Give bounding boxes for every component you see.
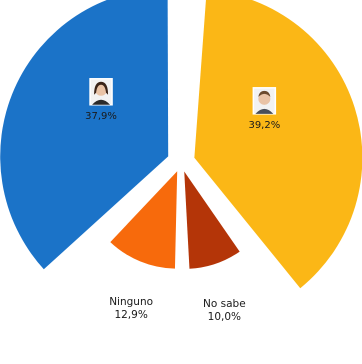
slice-category-label: Ninguno	[109, 296, 153, 308]
slice-value-label: 10,0%	[208, 311, 241, 323]
pie-slice-2	[110, 171, 178, 269]
slice-value-label: 12,9%	[114, 309, 147, 321]
candidate-portraits	[89, 78, 277, 115]
pie-slice-4	[194, 0, 362, 289]
man-portrait-icon	[252, 87, 277, 115]
slice-value-label: 37,9%	[85, 111, 117, 122]
pie-slice-3	[184, 171, 240, 269]
pie-slices	[0, 0, 362, 289]
pie-slice-1	[0, 0, 169, 270]
slice-value-label: 39,2%	[248, 120, 280, 131]
slice-category-label: No sabe	[203, 298, 246, 310]
woman-portrait-icon	[89, 78, 113, 106]
